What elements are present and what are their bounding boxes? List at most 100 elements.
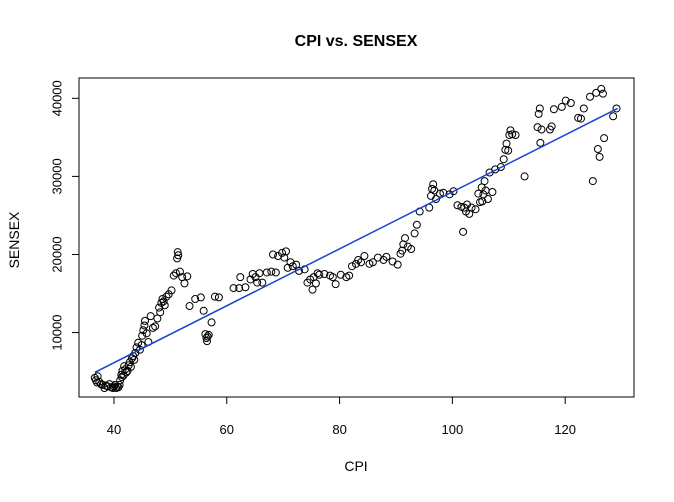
data-point xyxy=(536,138,545,147)
data-point xyxy=(479,190,488,199)
data-point xyxy=(267,267,276,276)
data-point xyxy=(183,272,192,281)
data-point xyxy=(467,203,476,212)
data-point xyxy=(160,301,169,310)
data-point xyxy=(351,259,360,268)
data-point xyxy=(453,201,462,210)
regression-line xyxy=(94,107,618,374)
data-point xyxy=(253,278,262,287)
data-point xyxy=(506,126,515,135)
data-point xyxy=(537,125,546,134)
chart-title: CPI vs. SENSEX xyxy=(295,33,418,50)
data-point xyxy=(180,279,189,288)
data-point xyxy=(496,163,505,172)
data-point xyxy=(407,245,416,254)
data-point xyxy=(533,123,542,132)
data-point xyxy=(354,255,363,264)
x-tick-label: 40 xyxy=(107,422,121,437)
data-point xyxy=(336,270,345,279)
data-point xyxy=(269,250,278,259)
data-point xyxy=(508,130,517,139)
data-point xyxy=(167,286,176,295)
data-point xyxy=(156,308,165,317)
data-points xyxy=(90,84,621,393)
data-point xyxy=(126,362,135,371)
data-point xyxy=(138,331,147,340)
data-point xyxy=(398,246,407,255)
data-point xyxy=(151,322,160,331)
y-tick-label: 20000 xyxy=(50,236,65,272)
data-point xyxy=(357,258,366,267)
data-point xyxy=(229,284,238,293)
data-point xyxy=(262,268,271,277)
data-point xyxy=(199,306,208,315)
data-point xyxy=(491,165,500,174)
data-point xyxy=(410,229,419,238)
data-point xyxy=(196,293,205,302)
data-point xyxy=(210,292,219,301)
data-point xyxy=(162,292,171,301)
data-point xyxy=(499,155,508,164)
data-point xyxy=(169,271,178,280)
data-point xyxy=(360,252,369,261)
data-point xyxy=(286,258,295,267)
y-axis: 10000 20000 30000 40000 xyxy=(50,80,80,351)
data-point xyxy=(115,380,124,389)
data-point xyxy=(311,279,320,288)
data-point xyxy=(122,368,131,377)
data-point xyxy=(320,270,329,279)
data-point xyxy=(393,260,402,269)
data-point xyxy=(172,269,181,278)
data-point xyxy=(235,284,244,293)
data-point xyxy=(459,227,468,236)
data-point xyxy=(142,329,151,338)
data-point xyxy=(315,270,324,279)
data-point xyxy=(347,262,356,271)
data-point xyxy=(429,180,438,189)
data-point xyxy=(483,195,492,204)
data-point xyxy=(313,269,322,278)
data-point xyxy=(203,332,212,341)
data-point xyxy=(609,112,618,121)
data-point xyxy=(207,318,216,327)
data-point xyxy=(93,372,102,381)
data-point xyxy=(345,271,354,280)
data-point xyxy=(255,269,264,278)
data-point xyxy=(557,102,566,111)
data-point xyxy=(175,267,184,276)
data-point xyxy=(140,316,149,325)
data-point xyxy=(428,184,437,193)
data-point xyxy=(308,285,317,294)
data-point xyxy=(593,145,602,154)
y-tick-label: 30000 xyxy=(50,158,65,194)
data-point xyxy=(566,98,575,107)
regression-line-group xyxy=(94,107,618,374)
data-point xyxy=(155,303,164,312)
data-point xyxy=(241,283,250,292)
data-point xyxy=(435,189,444,198)
data-point xyxy=(278,248,287,257)
data-point xyxy=(520,172,529,181)
data-point xyxy=(534,109,543,118)
data-point xyxy=(595,152,604,161)
data-point xyxy=(148,323,157,332)
data-point xyxy=(449,187,458,196)
x-tick-label: 80 xyxy=(332,422,346,437)
data-point xyxy=(588,177,597,186)
data-point xyxy=(388,257,397,266)
data-point xyxy=(214,293,223,302)
data-point xyxy=(328,273,337,282)
data-point xyxy=(547,122,556,131)
data-point xyxy=(579,104,588,113)
data-point xyxy=(598,89,607,98)
data-point xyxy=(597,84,606,93)
data-point xyxy=(331,280,340,289)
data-point xyxy=(174,251,183,260)
data-point xyxy=(471,205,480,214)
x-axis-label: CPI xyxy=(344,458,367,474)
data-point xyxy=(103,382,112,391)
data-point xyxy=(504,146,513,155)
data-point xyxy=(204,330,213,339)
